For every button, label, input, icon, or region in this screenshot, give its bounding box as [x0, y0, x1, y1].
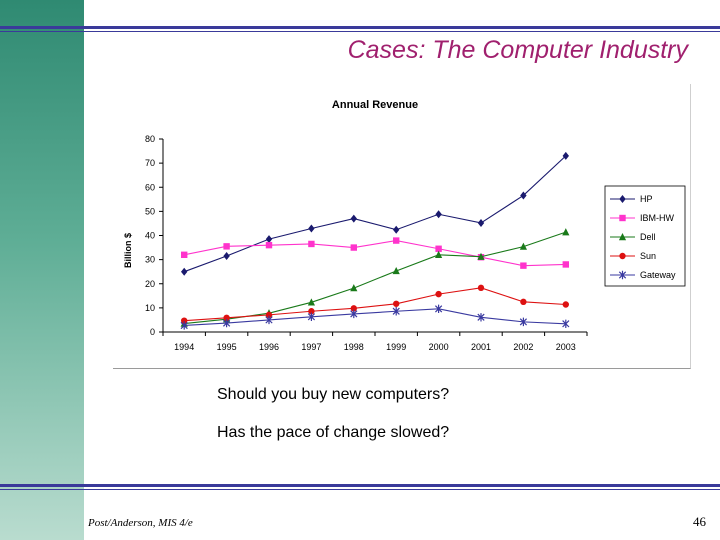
data-point-sun [265, 311, 273, 319]
data-point-sun [181, 317, 188, 324]
x-tick-label: 1995 [217, 342, 237, 352]
data-point-dell [307, 298, 315, 306]
data-point-gateway [519, 317, 528, 327]
data-point-sun [477, 284, 485, 292]
data-point-gateway [562, 319, 570, 328]
data-point-gateway [307, 312, 316, 322]
data-point-gateway [392, 307, 400, 316]
data-point-hp [393, 225, 400, 234]
data-point-ibm-hw [350, 244, 357, 251]
data-point-gateway [180, 321, 188, 330]
data-point-dell [435, 250, 443, 258]
series-line-ibm-hw [184, 240, 566, 267]
y-tick-label: 20 [145, 279, 155, 289]
legend-label-dell: Dell [640, 232, 656, 242]
question-pace-of-change: Has the pace of change slowed? [217, 424, 450, 441]
legend-label-gateway: Gateway [640, 270, 676, 280]
x-tick-label: 1994 [174, 342, 194, 352]
legend-label-ibm-hw: IBM-HW [640, 213, 674, 223]
x-tick-label: 2002 [513, 342, 533, 352]
data-point-hp [265, 235, 273, 244]
data-point-ibm-hw [520, 262, 527, 269]
y-tick-label: 0 [150, 327, 155, 337]
y-tick-label: 50 [145, 206, 155, 216]
data-point-dell [519, 242, 527, 250]
data-point-dell [392, 266, 400, 275]
data-point-sun [520, 298, 527, 306]
data-point-gateway [477, 313, 485, 322]
chart-panel: Annual Revenue 0 10 20 30 40 50 60 70 80 Billion $… [113, 84, 691, 369]
data-point-gateway [350, 309, 358, 319]
bottom-rule [0, 484, 720, 487]
legend-box [604, 185, 686, 287]
legend-marker-sun [619, 252, 626, 260]
legend-marker-dell [618, 233, 627, 241]
data-point-hp [181, 267, 188, 276]
bottom-rule-thin [0, 489, 720, 490]
data-point-sun [435, 290, 442, 298]
x-tick-label: 1999 [386, 342, 406, 352]
legend-marker-ibm-hw [619, 214, 626, 222]
data-point-dell [562, 228, 570, 236]
data-point-gateway [222, 318, 231, 328]
y-tick-label: 30 [145, 255, 155, 265]
data-point-ibm-hw [223, 243, 230, 250]
slide-title: Cases: The Computer Industry [347, 36, 688, 64]
x-tick-label: 2001 [471, 342, 491, 352]
x-tick-label: 1996 [259, 342, 279, 352]
data-point-dell [350, 284, 358, 292]
y-tick-label: 80 [145, 134, 155, 144]
series-line-hp [184, 155, 567, 273]
data-point-hp [435, 210, 442, 219]
data-point-ibm-hw [562, 261, 569, 268]
legend-marker-hp [619, 195, 626, 203]
y-tick-label: 40 [145, 231, 155, 241]
data-point-ibm-hw [393, 237, 400, 244]
chart-title: Annual Revenue [332, 99, 418, 111]
legend-label-hp: HP [640, 194, 653, 204]
x-tick-label: 1998 [344, 342, 364, 352]
data-point-ibm-hw [181, 251, 188, 258]
left-decorative-bar [0, 0, 84, 540]
y-axis-label: Billion $ [123, 233, 133, 268]
series-line-gateway [184, 308, 566, 327]
data-point-hp [520, 191, 527, 200]
legend-label-sun: Sun [640, 251, 656, 261]
question-buy-computers: Should you buy new computers? [217, 386, 450, 403]
y-tick-label: 60 [145, 182, 155, 192]
data-point-ibm-hw [435, 245, 442, 252]
y-tick-label: 10 [145, 303, 155, 313]
data-point-sun [308, 308, 315, 315]
data-point-sun [562, 301, 569, 308]
x-tick-label: 2000 [429, 342, 449, 352]
data-point-hp [308, 224, 315, 233]
x-tick-label: 2003 [556, 342, 576, 352]
data-point-sun [350, 305, 357, 312]
data-point-gateway [265, 315, 273, 325]
data-point-dell [477, 252, 485, 260]
y-tick-label: 70 [145, 158, 155, 168]
data-point-hp [350, 214, 357, 223]
legend-marker-gateway [618, 270, 627, 280]
footer-citation: Post/Anderson, MIS 4/e [88, 517, 193, 529]
data-point-ibm-hw [265, 241, 273, 249]
x-tick-label: 1997 [301, 342, 321, 352]
data-point-ibm-hw [308, 240, 315, 248]
top-rule-thin [0, 31, 720, 32]
data-point-hp [477, 218, 485, 227]
revenue-line-chart: Annual Revenue 0 10 20 30 40 50 60 70 80 Billion $… [123, 99, 686, 352]
data-point-hp [223, 252, 230, 261]
top-rule [0, 26, 720, 29]
page-number: 46 [693, 514, 706, 529]
data-point-gateway [434, 304, 443, 314]
series-line-sun [184, 287, 566, 322]
data-point-sun [393, 300, 400, 307]
data-point-sun [223, 314, 230, 321]
